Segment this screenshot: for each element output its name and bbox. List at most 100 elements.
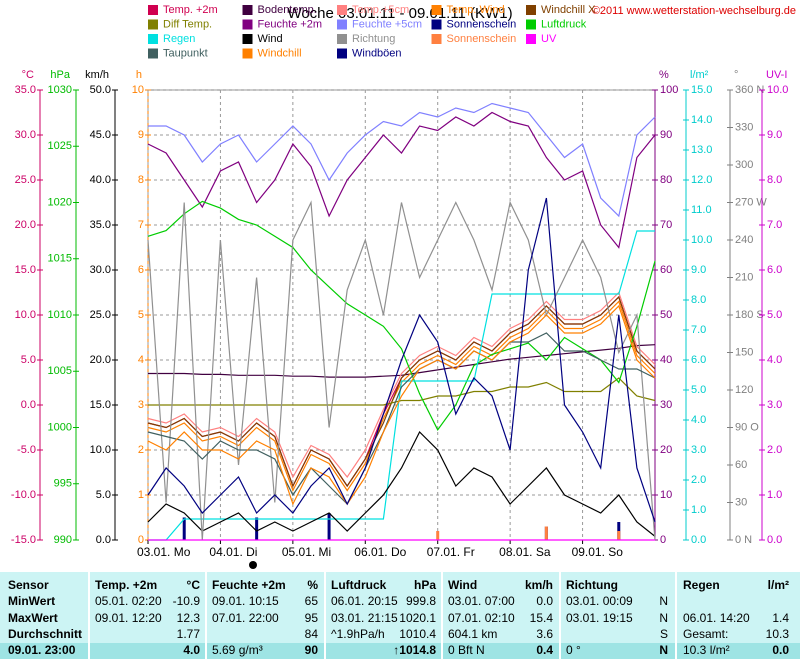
y-tick-label: 1020 (48, 196, 72, 208)
legend-swatch (242, 34, 253, 44)
y-tick-label: 5.0 (21, 354, 36, 366)
y-tick-label: 3 (138, 399, 144, 411)
y-tick-label: 360 N (735, 84, 764, 96)
axis-label: % (659, 69, 669, 81)
y-tick-label: -5.0 (17, 444, 36, 456)
y-tick-label: 0.0 (767, 534, 782, 546)
y-tick-label: 5.0 (767, 309, 782, 321)
y-tick-label: 330 (735, 121, 753, 133)
table-cell: 06.01. 20:15 (331, 594, 398, 608)
y-tick-label: 6.0 (691, 354, 706, 366)
legend-label: Luftdruck (541, 18, 587, 30)
table-cell: 1020.1 (399, 611, 436, 625)
y-tick-label: 120 (735, 384, 753, 396)
sun-bar (617, 531, 621, 540)
table-cell: -10.9 (173, 594, 201, 608)
series-line (147, 295, 656, 488)
x-tick-label: 04.01. Di (209, 545, 257, 559)
y-tick-label: 30 (735, 496, 747, 508)
series-line (148, 230, 655, 541)
y-tick-label: 0 N (735, 534, 752, 546)
y-tick-label: 10.0 (90, 444, 111, 456)
series-line (147, 291, 656, 479)
y-tick-label: 10.0 (691, 234, 712, 246)
table-cell: 5.69 g/m³ (212, 643, 263, 657)
x-tick-label: 07.01. Fr (427, 545, 475, 559)
table-cell: N (659, 611, 668, 625)
y-tick-label: 14.0 (691, 114, 712, 126)
y-tick-label: 5.0 (96, 489, 111, 501)
legend-swatch (526, 19, 536, 30)
legend-label: Diff Temp. (163, 18, 212, 30)
y-tick-label: 210 (735, 271, 753, 283)
table-cell: km/h (525, 578, 553, 592)
table-cell: 15.4 (530, 611, 554, 625)
legend-label: Windchill X (541, 4, 596, 16)
axis-label: h (136, 69, 142, 81)
table-cell: Sensor (8, 578, 49, 592)
y-tick-label: 35.0 (15, 84, 36, 96)
table-cell: S (660, 627, 668, 641)
series-line (147, 197, 656, 523)
series-line (147, 111, 656, 249)
y-tick-label: 180 S (735, 309, 764, 321)
table-cell: 95 (305, 611, 319, 625)
y-tick-label: 60 (660, 264, 672, 276)
legend-swatch (148, 5, 158, 15)
legend-label: Windchill (258, 47, 302, 59)
day-marker (249, 561, 257, 569)
legend-label: Feuchte +5cm (352, 18, 422, 30)
legend-swatch (242, 48, 253, 59)
y-tick-label: 10 (660, 489, 672, 501)
table-cell: ^1.9hPa/h (331, 627, 385, 641)
legend-swatch (337, 48, 347, 59)
y-tick-label: 7.0 (767, 219, 782, 231)
y-tick-label: 4 (138, 354, 144, 366)
legend-swatch (431, 19, 442, 30)
table-cell: 3.6 (536, 627, 553, 641)
y-tick-label: 10.0 (767, 84, 788, 96)
y-tick-label: 35.0 (90, 219, 111, 231)
y-tick-label: 1025 (48, 140, 72, 152)
table-cell: 03.01. 21:15 (331, 611, 398, 625)
series-line (147, 430, 656, 537)
series-line (148, 344, 656, 378)
y-tick-label: 20.0 (90, 354, 111, 366)
y-tick-label: 8.0 (691, 294, 706, 306)
legend-label: Sonnenschein (447, 33, 517, 45)
y-tick-label: 4.0 (691, 414, 706, 426)
y-tick-label: 6.0 (767, 264, 782, 276)
table-cell: N (659, 594, 668, 608)
y-tick-label: 10 (132, 84, 144, 96)
y-tick-label: 990 (54, 534, 72, 546)
table-cell: 1.4 (772, 611, 789, 625)
sun-bar (544, 526, 548, 540)
legend-swatch (337, 34, 347, 44)
table-cell: 10.3 (766, 627, 790, 641)
legend-label: Windböen (352, 47, 402, 59)
legend-swatch (148, 19, 158, 30)
y-tick-label: 150 (735, 346, 753, 358)
x-tick-label: 05.01. Mi (282, 545, 331, 559)
y-tick-label: 300 (735, 159, 753, 171)
legend-label: Temp. Wind (447, 4, 505, 16)
y-tick-label: 0 (138, 534, 144, 546)
table-cell: 1010.4 (399, 627, 436, 641)
y-tick-label: 1015 (48, 253, 72, 265)
legend-swatch (242, 19, 253, 30)
table-cell: 07.01. 02:10 (448, 611, 515, 625)
axis-label: l/m² (690, 69, 709, 81)
sun-bar (436, 531, 440, 540)
table-cell: hPa (414, 578, 436, 592)
legend-swatch (526, 34, 536, 44)
table-cell: 4.0 (183, 643, 200, 657)
legend-label: Wind (258, 33, 283, 45)
y-tick-label: 25.0 (15, 174, 36, 186)
table-cell: 03.01. 00:09 (566, 594, 633, 608)
table-cell: 0.0 (772, 643, 789, 657)
x-tick-label: 06.01. Do (354, 545, 406, 559)
table-cell: 999.8 (406, 594, 436, 608)
x-tick-label: 03.01. Mo (137, 545, 191, 559)
legend-swatch (148, 34, 158, 44)
